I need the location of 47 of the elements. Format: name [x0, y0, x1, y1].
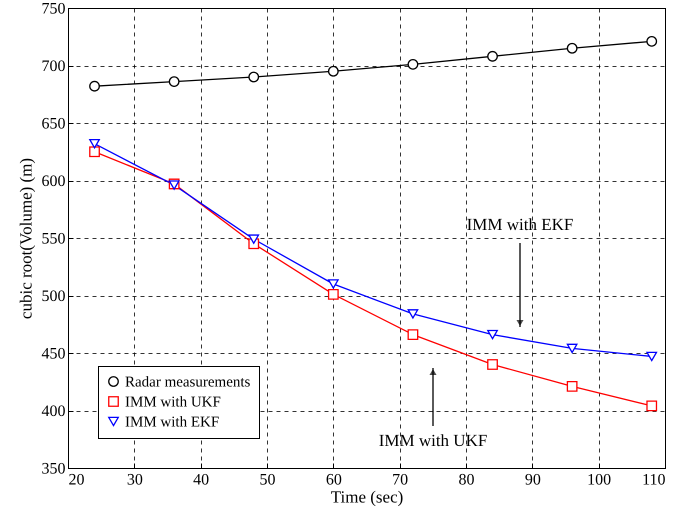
annotation: IMM with UKF: [378, 431, 488, 450]
point: [248, 72, 260, 82]
y-tick-label: 350: [42, 460, 66, 478]
y-tick-label: 450: [42, 346, 66, 362]
y-tick-label: 400: [42, 403, 66, 420]
y-tick-label: 600: [42, 173, 66, 190]
point: [328, 279, 339, 289]
x-tick-label: 90: [524, 472, 541, 488]
y-tick-label: 500: [42, 288, 66, 305]
y-axis-title: cubic root(Volume) (m): [16, 158, 36, 320]
x-tick-label: 40: [193, 472, 210, 488]
point: [487, 50, 498, 62]
point: [408, 329, 418, 340]
point: [328, 66, 339, 77]
annotation: IMM with EKF: [466, 215, 574, 234]
point: [248, 234, 260, 244]
y-tick-label: 550: [42, 230, 66, 248]
x-tick-label: 110: [642, 472, 666, 488]
y-tick-label: 650: [42, 116, 66, 132]
point: [89, 138, 100, 148]
point: [89, 146, 100, 158]
legend-label: IMM with UKF: [125, 394, 221, 410]
point: [646, 36, 658, 47]
y-tick-label: 700: [42, 58, 66, 75]
point: [408, 58, 418, 70]
legend-label: IMM with EKF: [125, 414, 220, 430]
x-tick-label: 100: [587, 472, 612, 488]
x-tick-label: 20: [68, 472, 84, 488]
point: [487, 359, 498, 370]
x-tick-label: 80: [458, 472, 474, 488]
point: [89, 80, 100, 92]
legend-label: Radar measurements: [125, 374, 251, 390]
x-tick-label: 30: [126, 472, 143, 488]
point: [168, 76, 180, 87]
point: [646, 352, 658, 362]
y-tick-label: 750: [42, 0, 66, 18]
x-tick-label: 50: [260, 472, 276, 488]
point: [408, 309, 418, 319]
point: [566, 344, 578, 354]
point: [646, 400, 658, 412]
point: [566, 380, 578, 392]
point: [487, 330, 498, 340]
x-tick-label: 70: [392, 472, 408, 488]
point: [328, 288, 339, 300]
point: [566, 42, 578, 54]
x-axis-title: Time (sec): [330, 488, 404, 506]
x-tick-label: 60: [326, 472, 342, 488]
